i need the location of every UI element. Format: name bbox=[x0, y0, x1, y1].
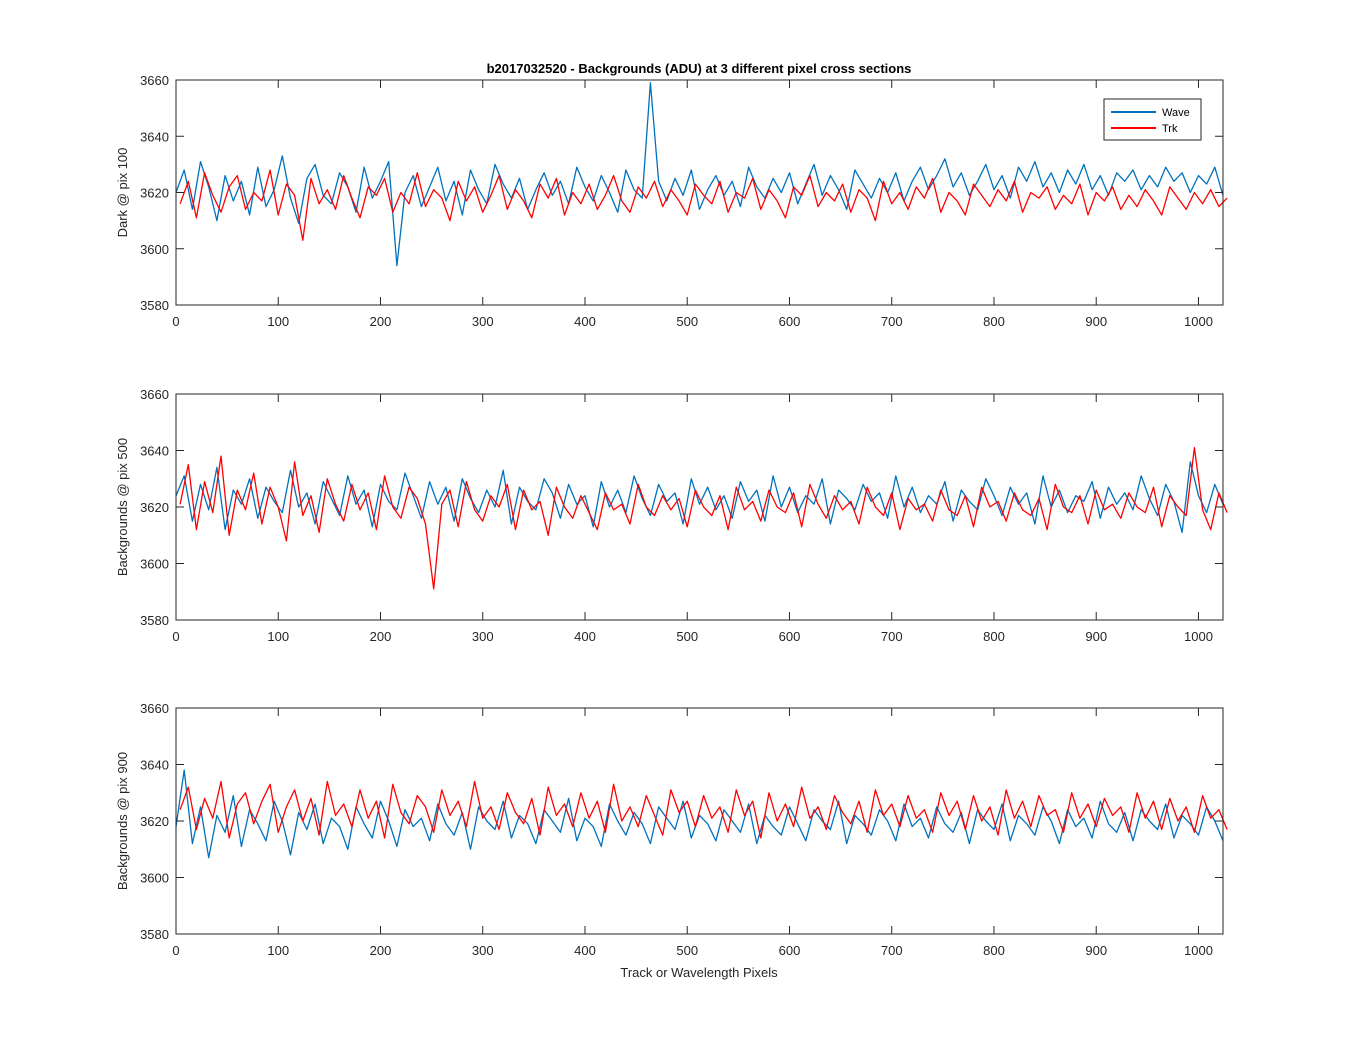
x-tick-label: 800 bbox=[983, 943, 1005, 958]
y-tick-label: 3660 bbox=[140, 701, 169, 716]
plot-area bbox=[176, 80, 1223, 305]
x-tick-label: 100 bbox=[267, 943, 289, 958]
x-tick-label: 200 bbox=[370, 943, 392, 958]
x-tick-label: 1000 bbox=[1184, 943, 1213, 958]
series-line-wave bbox=[175, 461, 1224, 534]
series-line-wave bbox=[175, 769, 1224, 859]
x-tick-label: 400 bbox=[574, 943, 596, 958]
y-tick-label: 3620 bbox=[140, 814, 169, 829]
series-line-trk bbox=[179, 169, 1228, 241]
plot-area bbox=[176, 394, 1223, 620]
x-tick-label: 0 bbox=[172, 629, 179, 644]
legend-box bbox=[1103, 98, 1202, 141]
x-tick-label: 700 bbox=[881, 314, 903, 329]
x-tick-label: 0 bbox=[172, 314, 179, 329]
legend-wave-label: Wave bbox=[1162, 107, 1190, 119]
x-tick-label: 900 bbox=[1085, 314, 1107, 329]
y-tick-label: 3580 bbox=[140, 927, 169, 942]
x-tick-label: 100 bbox=[267, 314, 289, 329]
y-tick-label: 3660 bbox=[140, 73, 169, 88]
x-tick-label: 500 bbox=[676, 629, 698, 644]
x-tick-label: 600 bbox=[779, 629, 801, 644]
x-tick-label: 500 bbox=[676, 943, 698, 958]
x-tick-label: 500 bbox=[676, 314, 698, 329]
y-axis-label: Backgrounds @ pix 900 bbox=[115, 752, 130, 890]
x-tick-label: 1000 bbox=[1184, 629, 1213, 644]
y-tick-label: 3600 bbox=[140, 557, 169, 572]
figure-title: b2017032520 - Backgrounds (ADU) at 3 dif… bbox=[487, 61, 912, 76]
y-tick-label: 3580 bbox=[140, 613, 169, 628]
x-tick-label: 800 bbox=[983, 629, 1005, 644]
x-tick-label: 400 bbox=[574, 314, 596, 329]
y-tick-label: 3640 bbox=[140, 758, 169, 773]
subplot-dark-pix-100: 0 100 200 300 400 500 600 700 800 900 1000 3580 3600… bbox=[115, 73, 1228, 329]
y-tick-label: 3580 bbox=[140, 298, 169, 313]
y-axis-label: Dark @ pix 100 bbox=[115, 148, 130, 238]
legend: Wave Trk bbox=[1103, 98, 1202, 141]
x-tick-label: 0 bbox=[172, 943, 179, 958]
legend-trk-label: Trk bbox=[1162, 123, 1178, 135]
series-line-trk bbox=[179, 447, 1228, 590]
y-tick-label: 3600 bbox=[140, 871, 169, 886]
x-tick-label: 300 bbox=[472, 314, 494, 329]
x-tick-label: 900 bbox=[1085, 943, 1107, 958]
x-tick-label: 200 bbox=[370, 629, 392, 644]
y-tick-label: 3640 bbox=[140, 444, 169, 459]
y-tick-label: 3600 bbox=[140, 242, 169, 257]
x-tick-label: 800 bbox=[983, 314, 1005, 329]
x-tick-label: 700 bbox=[881, 943, 903, 958]
y-tick-label: 3620 bbox=[140, 186, 169, 201]
x-axis-label: Track or Wavelength Pixels bbox=[620, 965, 778, 980]
x-tick-label: 300 bbox=[472, 629, 494, 644]
x-tick-label: 300 bbox=[472, 943, 494, 958]
x-tick-label: 100 bbox=[267, 629, 289, 644]
y-tick-label: 3660 bbox=[140, 387, 169, 402]
x-tick-label: 200 bbox=[370, 314, 392, 329]
subplot-backgrounds-pix-500: 0 100 200 300 400 500 600 700 800 900 1000 3580 3600… bbox=[115, 387, 1228, 644]
x-tick-label: 900 bbox=[1085, 629, 1107, 644]
x-tick-label: 600 bbox=[779, 314, 801, 329]
x-tick-label: 700 bbox=[881, 629, 903, 644]
y-tick-label: 3620 bbox=[140, 500, 169, 515]
y-axis-label: Backgrounds @ pix 500 bbox=[115, 438, 130, 576]
x-tick-label: 1000 bbox=[1184, 314, 1213, 329]
subplot-backgrounds-pix-900: 0 100 200 300 400 500 600 700 800 900 1000 3580 3600… bbox=[115, 701, 1228, 958]
x-tick-label: 600 bbox=[779, 943, 801, 958]
series-line-trk bbox=[179, 780, 1228, 839]
y-tick-label: 3640 bbox=[140, 129, 169, 144]
x-tick-label: 400 bbox=[574, 629, 596, 644]
